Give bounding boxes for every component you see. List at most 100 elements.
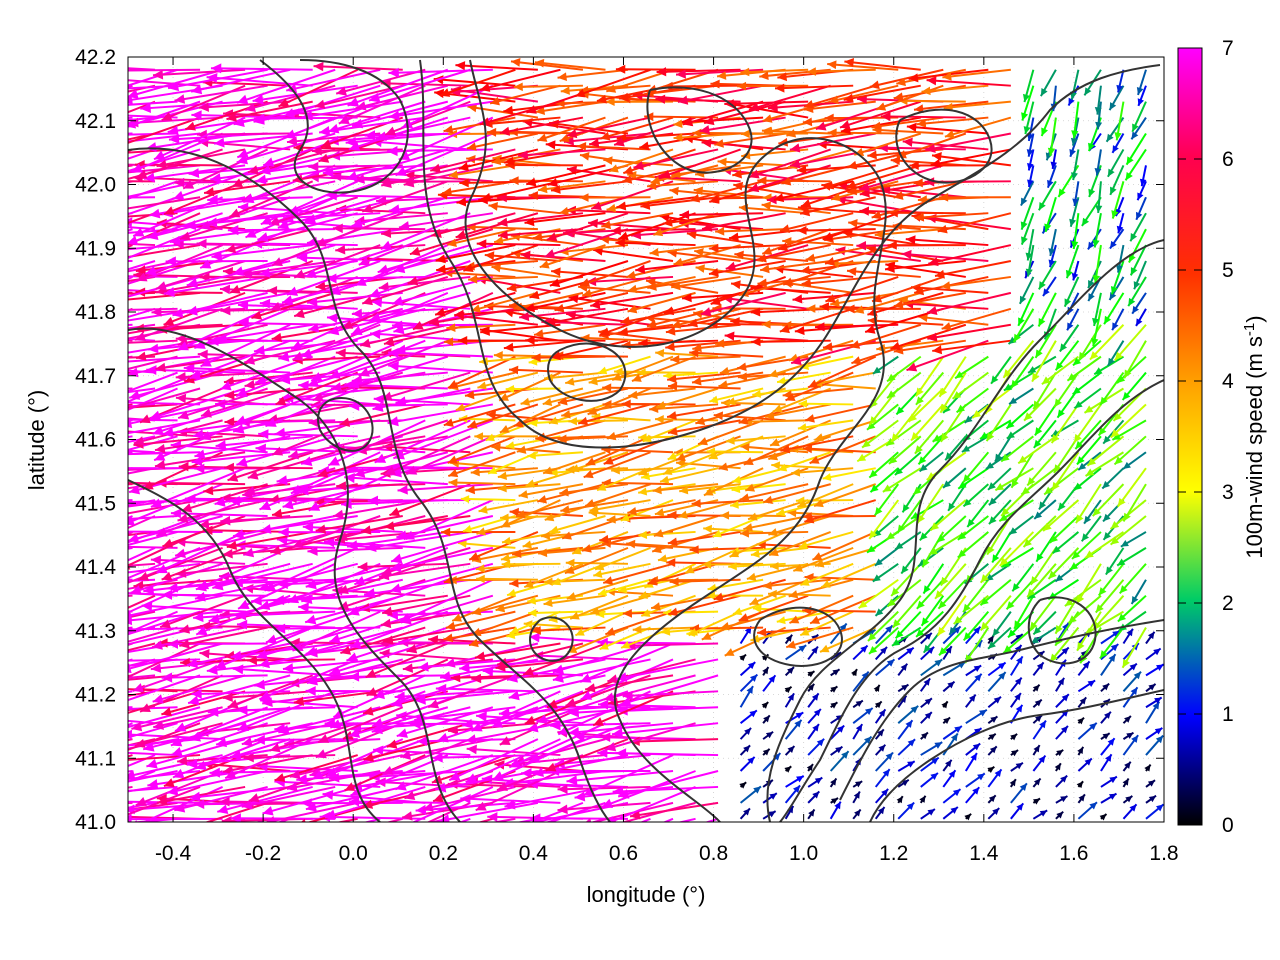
wind-vector (677, 817, 696, 822)
wind-vector (566, 770, 674, 786)
wind-vector (384, 435, 471, 476)
wind-vector (274, 754, 359, 783)
wind-vector (237, 562, 336, 610)
y-tick-label: 41.1 (75, 747, 116, 770)
wind-vector (236, 619, 336, 630)
wind-vector (706, 447, 764, 456)
wind-vector (146, 738, 246, 769)
wind-vector (131, 706, 223, 732)
wind-vector (237, 705, 336, 715)
wind-vector (1032, 698, 1043, 708)
wind-vector (1010, 356, 1035, 389)
wind-vector (128, 435, 178, 451)
wind-vector (496, 642, 584, 667)
wind-vector (445, 610, 516, 631)
wind-vector (305, 686, 403, 696)
wind-vector (965, 673, 983, 692)
wind-vector (620, 499, 674, 522)
wind-vector (1145, 803, 1164, 820)
wind-vector (242, 530, 336, 558)
wind-vector (777, 451, 832, 472)
wind-vector (302, 522, 403, 533)
wind-vector (617, 705, 719, 716)
wind-vector (872, 562, 899, 583)
wind-vector (195, 738, 291, 771)
wind-vector (896, 795, 904, 804)
wind-vector (780, 435, 854, 454)
wind-vector (533, 323, 606, 338)
wind-vector (1032, 610, 1057, 636)
wind-vector (619, 674, 719, 707)
wind-vector (1009, 778, 1017, 788)
wind-vector (849, 323, 922, 349)
wind-vector (994, 467, 1034, 492)
wind-vector (761, 701, 769, 709)
wind-vector (751, 337, 831, 347)
wind-vector (369, 291, 471, 323)
wind-vector (128, 722, 201, 751)
wind-vector (128, 449, 156, 454)
wind-vector (543, 594, 606, 608)
wind-vector (807, 692, 820, 708)
wind-vector (1000, 435, 1034, 463)
wind-vector (621, 399, 696, 409)
wind-vector (941, 700, 949, 709)
wind-vector (403, 499, 494, 541)
wind-vector (128, 451, 133, 454)
wind-vector (738, 594, 809, 622)
wind-vector (1145, 779, 1156, 788)
wind-vector (732, 594, 786, 616)
wind-vector (1145, 794, 1157, 804)
wind-vector (494, 760, 584, 772)
wind-vector (128, 68, 133, 72)
wind-vector (663, 371, 719, 380)
wind-vector (396, 515, 494, 540)
wind-vector (590, 291, 674, 309)
y-tick-label: 41.0 (75, 811, 116, 834)
wind-vector (667, 381, 741, 391)
wind-vector (891, 626, 922, 647)
wind-vector (632, 625, 696, 634)
wind-vector (214, 626, 314, 670)
wind-vector (807, 738, 825, 756)
wind-vector (784, 745, 796, 756)
wind-vector (574, 610, 629, 637)
wind-vector (128, 291, 133, 294)
wind-vector (1075, 483, 1102, 524)
wind-vector (161, 672, 268, 683)
wind-vector (668, 594, 741, 617)
wind-vector (156, 531, 246, 574)
wind-vector (910, 403, 945, 442)
wind-vector (1103, 292, 1125, 325)
wind-vector (1120, 531, 1147, 548)
y-tick-label: 41.6 (75, 429, 116, 452)
wind-vector (536, 483, 606, 504)
wind-vector (957, 467, 989, 490)
wind-vector (812, 531, 877, 561)
wind-vector (894, 610, 922, 640)
wind-vector (874, 768, 891, 788)
colorbar (1177, 47, 1203, 826)
wind-vector (987, 766, 995, 773)
wind-vector (447, 355, 516, 389)
wind-vector (220, 515, 313, 526)
wind-vector (955, 387, 989, 414)
wind-vector (962, 483, 989, 508)
wind-vector (1083, 499, 1102, 525)
wind-vector (128, 674, 178, 681)
wind-vector (886, 371, 922, 399)
wind-vector (897, 646, 915, 661)
wind-vector (1122, 628, 1134, 645)
wind-vector (197, 349, 291, 360)
x-tick-label: 0.4 (519, 842, 549, 865)
wind-vector (348, 401, 448, 411)
wind-vector (1100, 753, 1113, 772)
wind-vector (1017, 292, 1035, 327)
wind-vector (655, 348, 719, 358)
wind-vector (549, 515, 606, 534)
wind-vector (128, 642, 133, 646)
wind-vector (395, 754, 494, 791)
wind-vector (991, 531, 1012, 564)
wind-vector (937, 579, 967, 610)
wind-vector (942, 645, 953, 660)
